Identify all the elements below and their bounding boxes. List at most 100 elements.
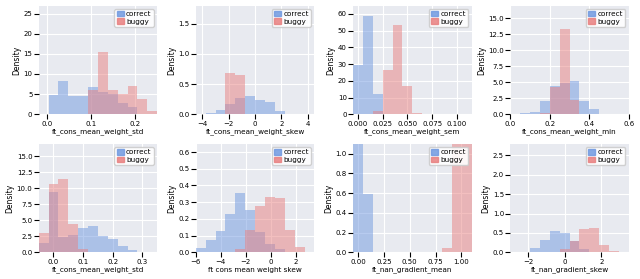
Bar [559,249,570,252]
Bar [589,109,599,114]
X-axis label: ft cons mean weight skew: ft cons mean weight skew [208,267,302,273]
Bar [255,100,265,114]
Bar [38,233,49,252]
Bar [520,113,530,114]
Bar [265,244,275,252]
Bar [373,94,383,114]
Bar [579,249,589,252]
Bar [275,198,285,252]
Bar [245,230,255,252]
Bar [609,251,619,252]
Bar [236,193,245,252]
Bar [540,101,550,114]
X-axis label: ft_nan_gradient_mean: ft_nan_gradient_mean [372,267,452,273]
Bar [68,224,78,252]
Bar [225,73,236,114]
Bar [363,194,373,252]
Bar [108,239,118,252]
Bar [68,235,78,252]
Bar [442,248,452,252]
Bar [78,249,88,252]
Bar [127,107,138,114]
Bar [412,113,422,114]
Bar [540,113,550,114]
Bar [88,90,98,114]
Bar [570,100,579,114]
Legend: correct, buggy: correct, buggy [586,9,625,27]
Bar [216,110,225,114]
Bar [589,251,599,252]
Legend: correct, buggy: correct, buggy [429,147,468,165]
Bar [49,192,58,252]
Bar [550,87,559,114]
Y-axis label: Density: Density [12,45,21,74]
Bar [98,92,108,114]
Y-axis label: Density: Density [477,45,486,74]
Y-axis label: Density: Density [324,183,333,213]
Bar [68,96,78,114]
Bar [363,16,373,114]
Bar [216,232,225,252]
X-axis label: ft_cons_mean_weight_min: ft_cons_mean_weight_min [522,129,617,135]
Bar [225,251,236,252]
Bar [138,98,147,114]
X-axis label: ft_nan_gradient_skew: ft_nan_gradient_skew [531,267,609,273]
Bar [285,251,294,252]
Bar [570,81,579,114]
Y-axis label: Density: Density [482,183,491,213]
Bar [353,0,363,252]
X-axis label: ft_cons_mean_weight_std: ft_cons_mean_weight_std [52,129,144,135]
Bar [49,95,58,114]
Y-axis label: Density: Density [167,45,176,74]
Bar [589,228,599,252]
Bar [236,75,245,114]
Bar [403,86,412,114]
Bar [540,240,550,252]
Bar [88,225,98,252]
Bar [579,229,589,252]
Bar [58,81,68,114]
Bar [118,246,127,252]
Bar [392,25,403,114]
Bar [88,87,98,114]
Bar [559,29,570,114]
Bar [579,102,589,114]
Bar [570,241,579,252]
Bar [98,236,108,252]
Bar [275,110,285,114]
Bar [38,243,49,252]
Bar [530,112,540,114]
Bar [98,52,108,114]
Bar [285,230,294,252]
Bar [118,103,127,114]
Bar [383,70,392,114]
Y-axis label: Density: Density [326,45,336,74]
Bar [78,228,88,252]
Bar [294,247,305,252]
Legend: correct, buggy: correct, buggy [586,147,625,165]
Bar [245,210,255,252]
Legend: correct, buggy: correct, buggy [115,147,154,165]
Legend: correct, buggy: correct, buggy [271,9,311,27]
Bar [559,233,570,252]
Bar [225,104,236,114]
Bar [236,249,245,252]
Bar [559,83,570,114]
X-axis label: ft_cons_mean_weight_skew: ft_cons_mean_weight_skew [205,129,305,135]
Bar [550,231,559,252]
Bar [78,96,88,114]
Bar [49,184,58,252]
Bar [275,249,285,252]
Bar [58,237,68,252]
Bar [255,206,265,252]
X-axis label: ft_cons_mean_weight_std: ft_cons_mean_weight_std [52,267,144,273]
Bar [108,94,118,114]
Bar [550,86,559,114]
Bar [599,245,609,252]
Bar [58,179,68,252]
Bar [373,110,383,114]
Bar [265,197,275,252]
Bar [245,96,255,114]
Bar [236,98,245,114]
Bar [118,94,127,114]
